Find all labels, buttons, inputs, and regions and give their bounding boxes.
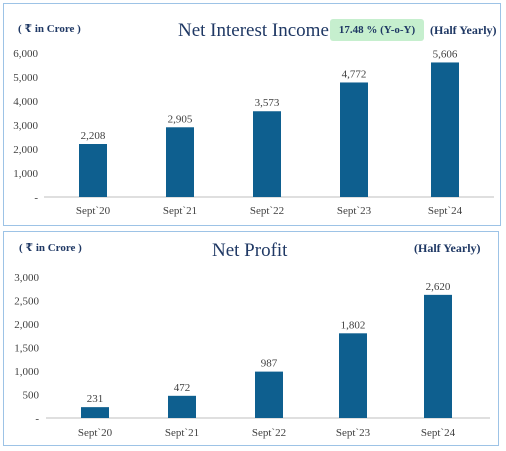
data-label: 2,208 [81, 130, 106, 142]
data-label: 2,620 [426, 281, 451, 293]
unit-label: ( ₹ in Crore ) [19, 242, 82, 254]
chart-title: Net Profit [212, 240, 288, 261]
y-tick-label: 500 [23, 390, 40, 402]
bar [339, 333, 367, 418]
y-tick-label: 3,000 [13, 120, 38, 132]
data-label: 987 [261, 358, 278, 370]
y-tick-label: 4,000 [13, 96, 38, 108]
y-tick-label: 1,000 [14, 366, 39, 378]
bar [168, 395, 196, 418]
data-label: 3,573 [255, 97, 280, 109]
bar [166, 127, 194, 197]
x-tick-label: Sept`23 [337, 205, 372, 217]
data-label: 2,905 [168, 113, 193, 125]
data-label: 472 [174, 382, 191, 394]
y-tick-label: - [34, 192, 38, 204]
bar [79, 144, 107, 197]
x-tick-label: Sept`22 [250, 205, 284, 217]
y-tick-label: 1,000 [13, 168, 38, 180]
y-tick-label: 2,500 [14, 296, 39, 308]
x-tick-label: Sept`21 [165, 427, 199, 439]
net-profit-panel: - 500 1,000 1,500 2,000 2,500 3,000 231 Sept`20 4… [3, 231, 499, 446]
net-interest-income-panel: - 1,000 2,000 3,000 4,000 5,000 6,000 2,208 Sept… [3, 3, 501, 226]
bar [255, 371, 283, 418]
y-tick-label: - [35, 413, 39, 425]
net-interest-income-chart: - 1,000 2,000 3,000 4,000 5,000 6,000 2,208 Sept… [13, 48, 494, 217]
unit-label: ( ₹ in Crore ) [18, 23, 81, 35]
bar [81, 407, 109, 418]
period-label: (Half Yearly) [414, 241, 481, 255]
bar [340, 82, 368, 197]
data-label: 231 [87, 393, 104, 405]
x-tick-label: Sept`20 [76, 205, 111, 217]
x-tick-label: Sept`20 [78, 427, 113, 439]
data-label: 1,802 [341, 319, 366, 331]
y-tick-label: 1,500 [14, 343, 39, 355]
bar [253, 111, 281, 197]
period-label: (Half Yearly) [430, 23, 497, 37]
x-tick-label: Sept`24 [428, 205, 463, 217]
bar [424, 294, 452, 418]
data-label: 5,606 [433, 48, 458, 60]
x-tick-label: Sept`23 [336, 427, 371, 439]
x-tick-label: Sept`22 [252, 427, 286, 439]
y-tick-label: 6,000 [13, 48, 38, 60]
y-tick-label: 5,000 [13, 72, 38, 84]
growth-badge: 17.48 % (Y-o-Y) [330, 19, 424, 41]
bar [431, 62, 459, 198]
x-tick-label: Sept`21 [163, 205, 197, 217]
chart-title: Net Interest Income [178, 20, 329, 41]
y-tick-label: 3,000 [14, 272, 39, 284]
net-profit-chart: - 500 1,000 1,500 2,000 2,500 3,000 231 Sept`20 4… [14, 272, 490, 439]
x-tick-label: Sept`24 [421, 427, 456, 439]
y-tick-label: 2,000 [14, 319, 39, 331]
y-tick-label: 2,000 [13, 144, 38, 156]
data-label: 4,772 [342, 68, 367, 80]
